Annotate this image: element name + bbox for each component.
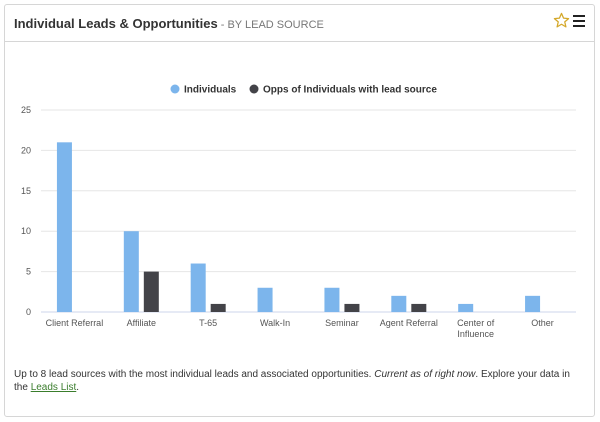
x-tick-label: T-65 [199, 318, 217, 328]
bar-individuals [56, 142, 72, 312]
card-header: Individual Leads & Opportunities - BY LE… [5, 5, 594, 42]
footer-current: Current as of right now [374, 369, 476, 380]
x-tick-label: Other [531, 318, 554, 328]
menu-icon[interactable] [573, 15, 585, 27]
bar-individuals [190, 263, 206, 312]
footer-period: . [76, 382, 80, 393]
bar-opps [344, 303, 360, 312]
bar-individuals [123, 231, 139, 312]
bar-opps [210, 303, 226, 312]
bar-individuals [391, 295, 407, 312]
x-tick-label: Agent Referral [380, 318, 438, 328]
x-tick-label: Client Referral [46, 318, 104, 328]
legend-label[interactable]: Opps of Individuals with lead source [263, 85, 437, 96]
leads-list-link[interactable]: Leads List [30, 382, 77, 393]
y-tick-label: 10 [21, 226, 31, 236]
chart-footer: Up to 8 lead sources with the most indiv… [14, 368, 579, 394]
x-tick-label: Seminar [325, 318, 359, 328]
chart-card: Individual Leads & Opportunities - BY LE… [4, 4, 595, 417]
legend-label[interactable]: Individuals [184, 85, 237, 96]
bar-individuals [257, 287, 273, 312]
bar-opps [411, 303, 427, 312]
y-tick-label: 15 [21, 186, 31, 196]
x-tick-label: Influence [457, 329, 494, 339]
bar-individuals [324, 287, 340, 312]
bar-individuals [525, 295, 541, 312]
y-tick-label: 20 [21, 145, 31, 155]
y-tick-label: 0 [26, 307, 31, 317]
x-tick-label: Center of [457, 318, 495, 328]
bar-opps [143, 271, 159, 312]
x-tick-label: Walk-In [260, 318, 290, 328]
x-tick-label: Affiliate [127, 318, 156, 328]
legend-marker[interactable] [170, 84, 180, 94]
footer-text: Up to 8 lead sources with the most indiv… [14, 369, 375, 380]
y-tick-label: 5 [26, 267, 31, 277]
legend-marker[interactable] [249, 84, 259, 94]
star-icon[interactable] [553, 12, 570, 29]
y-tick-label: 25 [21, 105, 31, 115]
chart-title: Individual Leads & Opportunities - BY LE… [14, 16, 324, 31]
title-subtitle: - BY LEAD SOURCE [217, 19, 324, 31]
footer-text-2: . Explore your data in the [14, 369, 570, 393]
bar-individuals [458, 303, 474, 312]
title-main: Individual Leads & Opportunities [14, 16, 218, 31]
